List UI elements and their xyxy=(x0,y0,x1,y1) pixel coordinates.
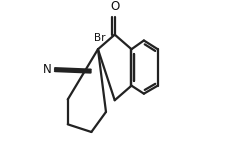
Text: O: O xyxy=(110,0,119,13)
Text: Br: Br xyxy=(93,32,105,43)
Text: N: N xyxy=(43,63,52,76)
